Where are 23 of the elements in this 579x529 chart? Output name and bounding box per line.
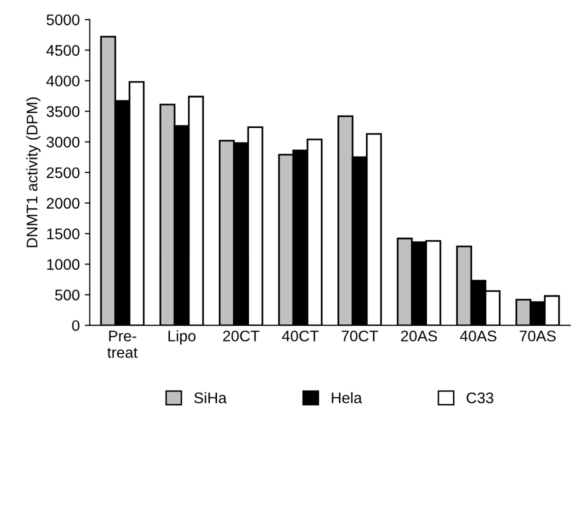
y-tick-label: 4500 [46,45,80,56]
y-tick-label: 2500 [46,167,80,178]
legend-label: Hela [332,392,362,404]
x-tick-label: Lipo [168,330,196,344]
y-tick-label: 2000 [46,198,80,209]
legend-label: SiHa [194,392,227,404]
x-tick-label: Pre- treat [107,330,138,358]
x-tick-label: 20CT [223,330,260,342]
legend-label: C33 [466,392,494,404]
x-tick-label: 40AS [460,330,496,342]
y-axis-title: DNMT1 activity (DPM) [26,97,40,248]
y-tick-label: 3000 [46,136,80,148]
y-tick-label: 0 [72,320,80,332]
x-tick-label: 20AS [401,330,438,342]
x-tick-label: 70CT [342,330,378,342]
y-tick-label: 500 [55,290,80,300]
y-tick-label: 4000 [46,76,80,86]
y-tick-label: 3500 [46,106,80,117]
x-tick-label: 40CT [282,330,319,342]
y-tick-label: 1500 [47,228,80,240]
y-tick-label: 1000 [47,259,80,270]
x-tick-label: 70AS [520,330,556,342]
y-tick-label: 5000 [46,14,80,26]
